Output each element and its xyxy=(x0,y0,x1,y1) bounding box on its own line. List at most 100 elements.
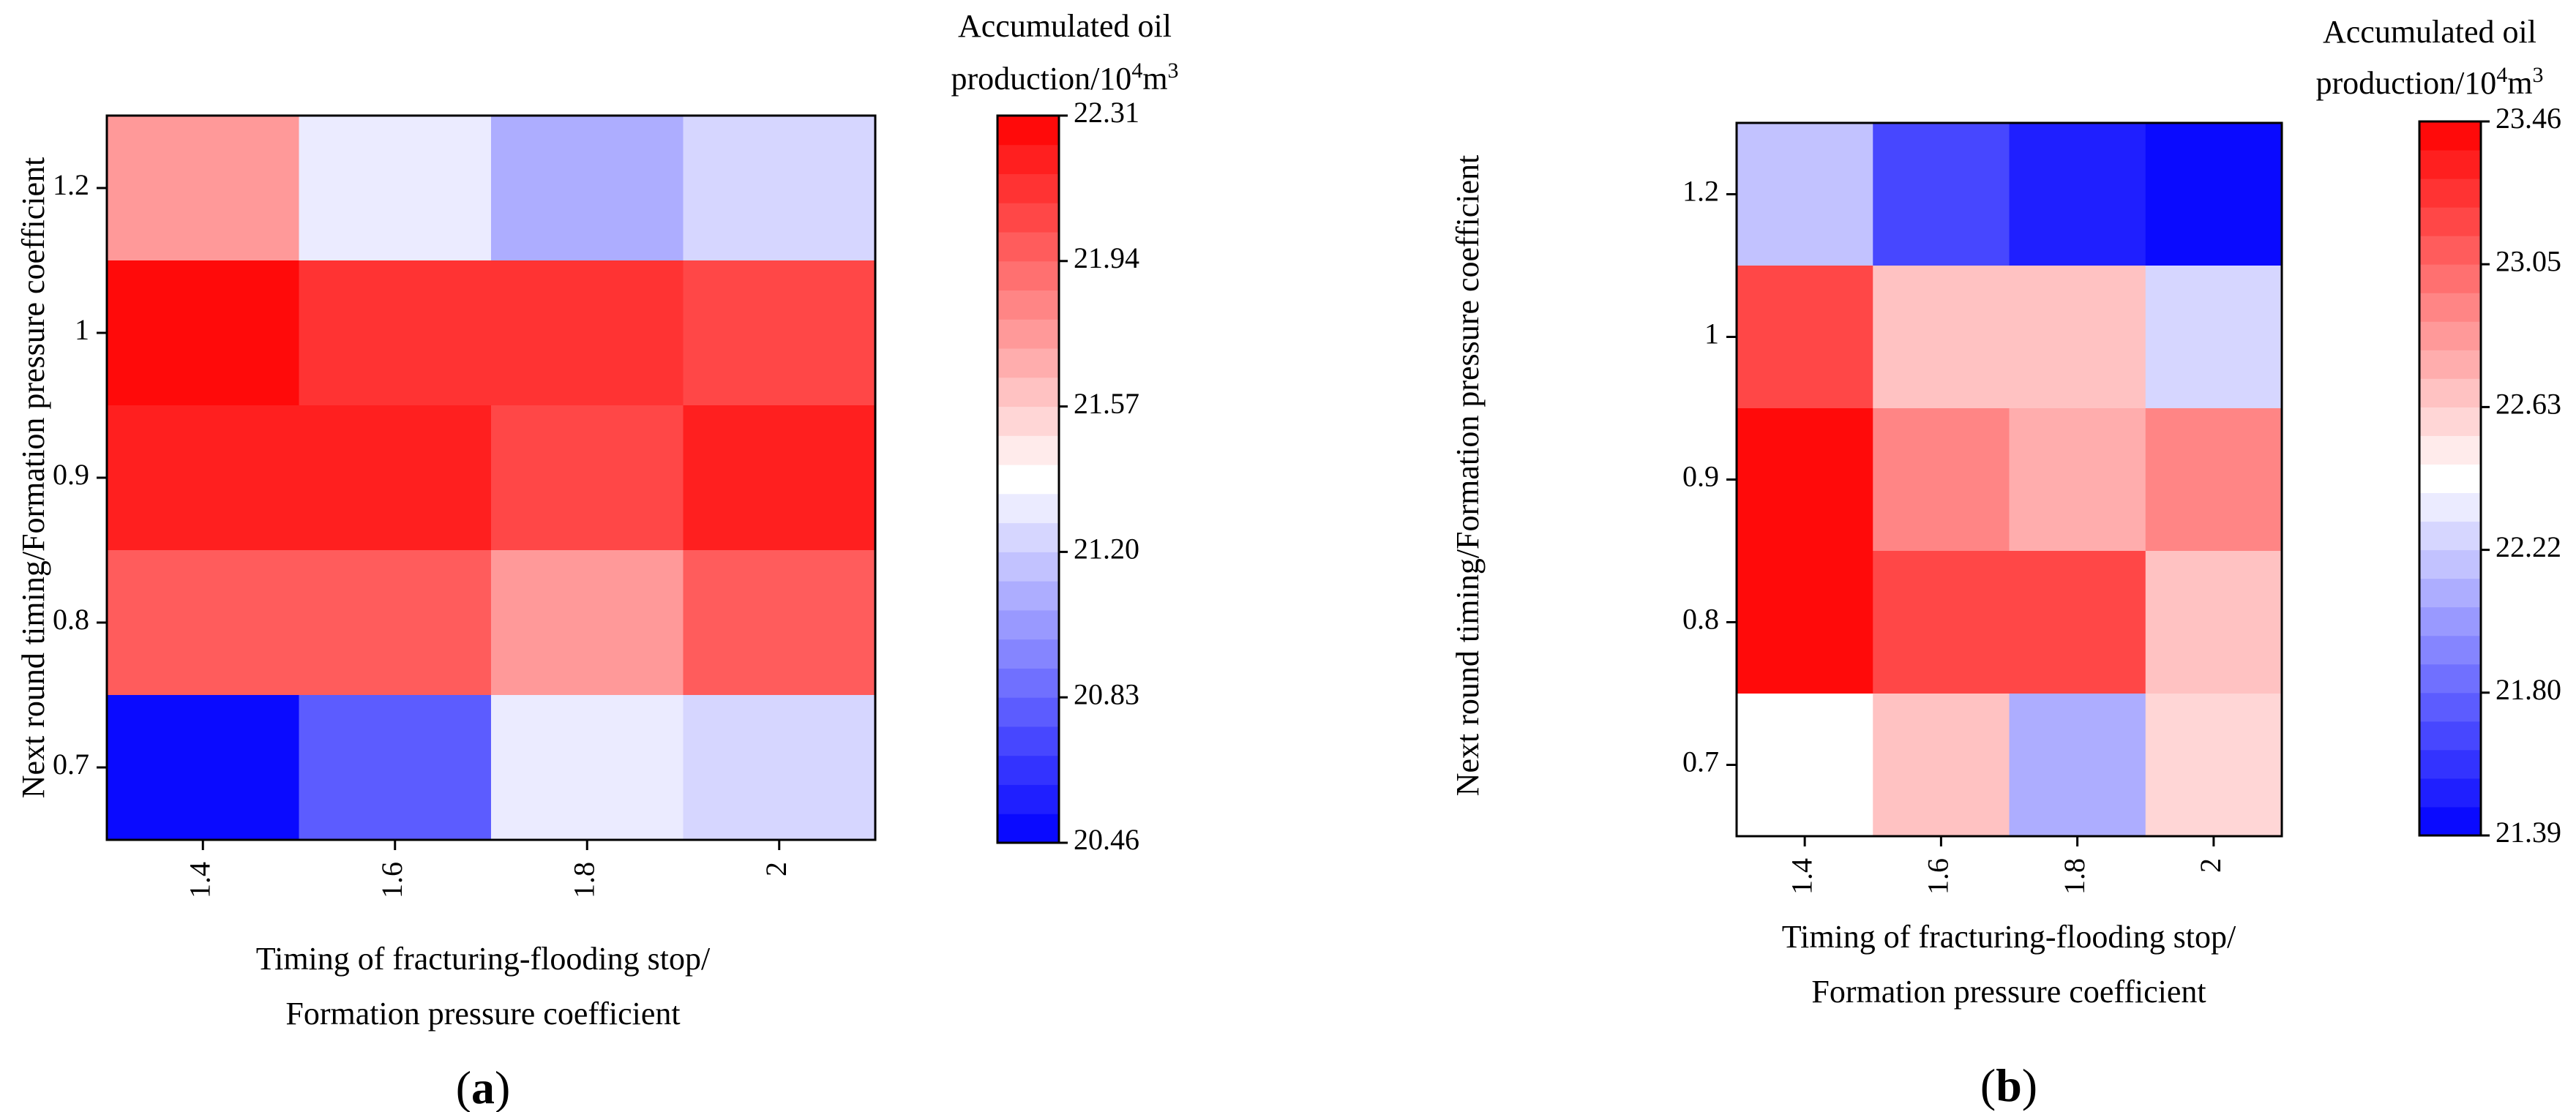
y-tick-label: 1.2 xyxy=(1682,175,1719,208)
colorbar-step xyxy=(997,173,1059,203)
colorbar-step xyxy=(997,406,1059,436)
heatmap-cells xyxy=(1737,123,2283,837)
colorbar-tick-label: 20.46 xyxy=(1074,823,1139,856)
heatmap-cell xyxy=(299,550,492,696)
colorbar-step xyxy=(997,581,1059,611)
heatmap-cell xyxy=(2145,123,2283,266)
colorbar-tick-label: 23.46 xyxy=(2496,102,2561,135)
colorbar-step xyxy=(2419,407,2481,436)
heatmap-cell xyxy=(1873,408,2010,552)
colorbar-step xyxy=(997,465,1059,495)
x-tick-label: 1.8 xyxy=(567,862,600,898)
colorbar-step xyxy=(997,755,1059,785)
colorbar-title-line1: Accumulated oil xyxy=(958,8,1172,44)
y-axis-label: Next round timing/Formation pressure coe… xyxy=(15,157,51,799)
heatmap-cell xyxy=(107,260,299,406)
colorbar-tick-label: 23.05 xyxy=(2496,244,2561,277)
heatmap-cell xyxy=(683,695,876,841)
colorbar-step xyxy=(997,260,1059,291)
colorbar-step xyxy=(2419,378,2481,407)
heatmap-cell xyxy=(107,550,299,696)
colorbar-tick-label: 20.83 xyxy=(1074,677,1139,710)
colorbar-step xyxy=(2419,692,2481,722)
colorbar-step xyxy=(997,639,1059,669)
colorbar-step xyxy=(997,552,1059,582)
colorbar-step xyxy=(2419,606,2481,636)
heatmap-cell xyxy=(1737,694,1873,837)
colorbar-tick-label: 21.80 xyxy=(2496,673,2561,706)
colorbar-tick-label: 22.22 xyxy=(2496,530,2561,563)
heatmap-cell xyxy=(299,260,492,406)
y-tick-label: 0.7 xyxy=(1682,745,1719,778)
heatmap-cell xyxy=(299,405,492,551)
heatmap-cell xyxy=(491,116,684,261)
colorbar-step xyxy=(997,814,1059,844)
heatmap-panel-a: 1.2 1 0.9 0.8 0.7 1.4 1.6 1.8 2 Next round timing… xyxy=(15,8,1178,1112)
colorbar-step xyxy=(2419,464,2481,494)
heatmap-cell xyxy=(683,405,876,551)
colorbar-step xyxy=(997,319,1059,349)
heatmap-cell xyxy=(2145,694,2283,837)
heatmap-cell xyxy=(2009,694,2146,837)
colorbar xyxy=(997,116,1059,844)
colorbar-step xyxy=(2419,236,2481,265)
heatmap-cell xyxy=(1737,266,1873,409)
x-tick-label: 2 xyxy=(760,862,793,876)
heatmap-cell xyxy=(107,695,299,841)
panel-label: (b) xyxy=(1980,1059,2037,1111)
heatmap-cell xyxy=(2009,123,2146,266)
colorbar-title-line1: Accumulated oil xyxy=(2323,14,2536,50)
colorbar-tick-label: 21.39 xyxy=(2496,816,2561,849)
colorbar-step xyxy=(2419,121,2481,151)
colorbar-step xyxy=(997,116,1059,146)
colorbar-frame xyxy=(996,114,1060,844)
x-tick-label: 1.6 xyxy=(375,862,408,898)
colorbar-step xyxy=(2419,207,2481,236)
y-tick-label: 1 xyxy=(75,313,89,346)
colorbar-step xyxy=(2419,293,2481,322)
heatmap-cell xyxy=(2145,551,2283,694)
panel-label: (a) xyxy=(456,1062,511,1112)
colorbar-step xyxy=(997,609,1059,640)
heatmap-cell xyxy=(1873,551,2010,694)
colorbar-step xyxy=(997,726,1059,756)
colorbar-step xyxy=(2419,806,2481,836)
heatmap-cell xyxy=(1873,123,2010,266)
colorbar-step xyxy=(2419,749,2481,779)
heatmap-cells xyxy=(107,116,876,841)
x-tick-label: 2 xyxy=(2194,858,2227,873)
colorbar-step xyxy=(2419,578,2481,608)
y-tick-label: 1 xyxy=(1704,318,1719,350)
heatmap-cell xyxy=(2009,551,2146,694)
heatmap-cell xyxy=(1873,694,2010,837)
heatmap-cell xyxy=(491,405,684,551)
y-tick-label: 1.2 xyxy=(53,168,89,201)
colorbar-step xyxy=(2419,664,2481,694)
heatmap-b-svg: 1.2 1 0.9 0.8 0.7 1.4 1.6 1.8 2 Next round timing… xyxy=(1450,14,2561,1111)
heatmap-cell xyxy=(683,116,876,261)
colorbar-step xyxy=(2419,492,2481,522)
colorbar-step xyxy=(997,697,1059,727)
colorbar-step xyxy=(2419,635,2481,665)
y-tick-label: 0.9 xyxy=(1682,460,1719,493)
heatmap-cell xyxy=(107,405,299,551)
x-tick-label: 1.6 xyxy=(1922,858,1955,895)
heatmap-cell xyxy=(491,550,684,696)
colorbar-step xyxy=(997,348,1059,378)
colorbar-step xyxy=(2419,549,2481,579)
heatmap-cell xyxy=(491,695,684,841)
heatmap-cell xyxy=(1737,551,1873,694)
colorbar-step xyxy=(2419,350,2481,379)
colorbar-step xyxy=(997,784,1059,814)
colorbar-step xyxy=(2419,721,2481,751)
heatmap-panel-b: 1.2 1 0.9 0.8 0.7 1.4 1.6 1.8 2 Next round timing… xyxy=(1288,0,2576,1112)
y-tick-label: 0.8 xyxy=(53,603,89,636)
colorbar-step xyxy=(2419,321,2481,350)
colorbar xyxy=(2419,121,2481,836)
colorbar-tick-label: 22.31 xyxy=(1074,96,1139,129)
colorbar-step xyxy=(2419,435,2481,465)
x-tick-label: 1.8 xyxy=(2058,858,2091,895)
heatmap-cell xyxy=(299,695,492,841)
y-tick-label: 0.7 xyxy=(53,748,89,781)
colorbar-step xyxy=(2419,778,2481,808)
